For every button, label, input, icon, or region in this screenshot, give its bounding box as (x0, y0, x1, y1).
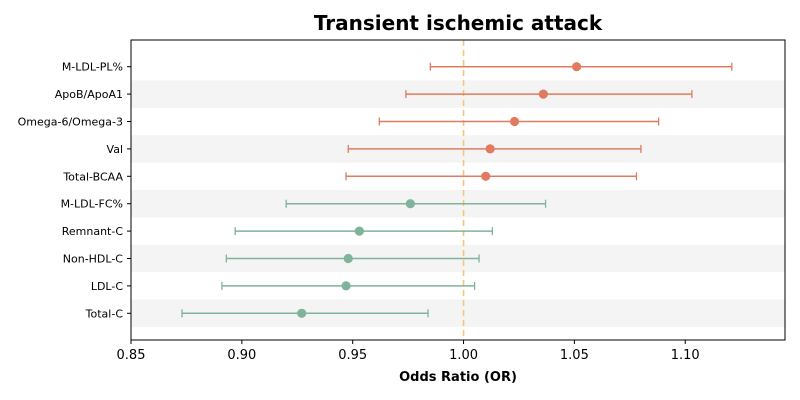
y-tick-label: Total-BCAA (62, 170, 123, 183)
y-tick-label: Total-C (85, 307, 124, 320)
axis-layer: M-LDL-PL% ApoB/ApoA1 Omega-6/Omega-3 Val Tot… (18, 39, 786, 363)
y-tick-label: M-LDL-PL% (62, 61, 123, 74)
or-point-Non-HDL-C (343, 253, 353, 264)
or-point-Total-C (297, 308, 307, 318)
y-tick-label: Omega-6/Omega-3 (18, 116, 123, 129)
or-point-ApoB/ApoA1 (538, 89, 548, 99)
y-tick-label: M-LDL-FC% (61, 198, 123, 211)
or-point-Total-BCAA (481, 171, 491, 181)
x-tick-label: 0.95 (338, 348, 367, 363)
chart-title: Transient ischemic attack (314, 11, 603, 35)
y-tick-label: Remnant-C (62, 225, 124, 238)
x-tick-label: 1.10 (671, 348, 700, 363)
plot-frame (130, 39, 786, 341)
or-point-Omega-6/Omega-3 (509, 116, 520, 127)
y-tick-label: Non-HDL-C (63, 253, 124, 266)
x-tick-label: 1.05 (560, 348, 589, 363)
x-tick-label: 0.90 (227, 348, 256, 363)
y-tick-label: ApoB/ApoA1 (55, 88, 123, 101)
x-tick-label: 1.00 (449, 348, 478, 363)
or-point-Remnant-C (354, 226, 364, 236)
y-tick-label: LDL-C (91, 280, 124, 293)
or-point-M-LDL-PL% (572, 62, 582, 72)
marks-layer (181, 62, 733, 318)
x-axis-label: Odds Ratio (OR) (399, 370, 517, 385)
y-tick-label: Val (107, 143, 123, 156)
or-point-M-LDL-FC% (405, 199, 415, 209)
or-point-Val (485, 144, 495, 154)
x-tick-label: 0.85 (117, 348, 146, 363)
or-point-LDL-C (341, 281, 351, 291)
